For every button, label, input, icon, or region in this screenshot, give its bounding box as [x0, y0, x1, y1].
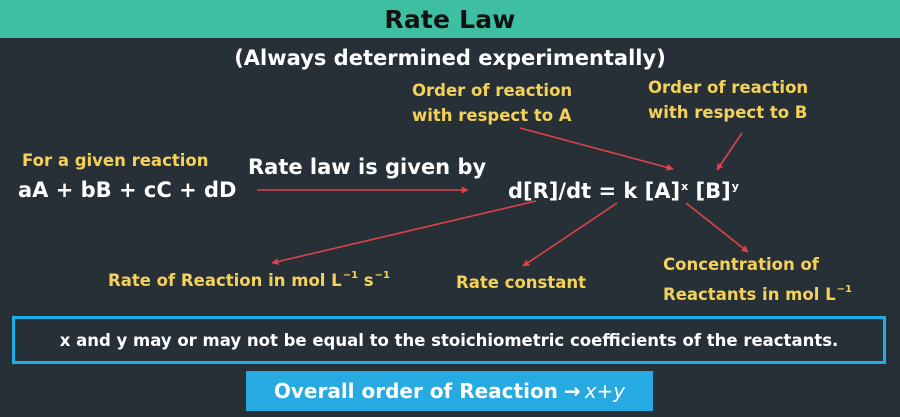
- concentration-annotation: Concentration of Reactants in mol L−1: [663, 252, 852, 307]
- page-title: Rate Law: [384, 4, 516, 34]
- rate-constant-label: Rate constant: [456, 273, 587, 292]
- rate-law-label: Rate law is given by: [248, 155, 487, 179]
- rate-equation: d[R]/dt = k [A]x [B]y: [508, 179, 739, 203]
- right-arrow-icon: →: [563, 379, 581, 403]
- given-reaction-label: For a given reaction: [22, 151, 209, 170]
- arrow-to-exponent-x: [519, 127, 674, 171]
- subtitle: (Always determined experimentally): [234, 46, 666, 70]
- rate-of-reaction-exponent-2: −1: [374, 270, 390, 281]
- order-a-line2: with respect to A: [412, 106, 572, 125]
- exponent-y: y: [731, 179, 739, 193]
- overall-order-label: Overall order of Reaction: [273, 379, 558, 403]
- arrow-to-rate-constant: [522, 202, 618, 267]
- arrow-to-concentration: [685, 202, 749, 253]
- overall-order-value: x+y: [584, 379, 626, 403]
- rate-of-reaction-label: Rate of Reaction in mol L−1 s−1: [108, 263, 390, 293]
- concentration-line2: Reactants in mol L−1: [663, 277, 852, 307]
- equation-lhs: d[R]/dt = k [A]: [508, 179, 681, 203]
- rate-of-reaction-unit-s: s: [358, 271, 374, 290]
- title-bar: Rate Law: [0, 0, 900, 38]
- arrow-to-exponent-y: [716, 132, 743, 171]
- rate-of-reaction-text: Rate of Reaction in mol L: [108, 271, 342, 290]
- note-text: x and y may or may not be equal to the s…: [59, 330, 839, 350]
- overall-order-box: Overall order of Reaction → x+y: [246, 371, 653, 411]
- order-a-line1: Order of reaction: [412, 81, 573, 100]
- exponent-x: x: [681, 179, 689, 193]
- equation-b-term: [B]: [688, 179, 731, 203]
- concentration-exponent: −1: [836, 284, 852, 295]
- order-b-line1: Order of reaction: [648, 78, 809, 97]
- order-b-line2: with respect to B: [648, 103, 808, 122]
- reaction-equation: aA + bB + cC + dD: [18, 178, 237, 202]
- note-box: x and y may or may not be equal to the s…: [12, 316, 886, 364]
- concentration-line1: Concentration of: [663, 255, 819, 274]
- order-a-annotation: Order of reaction with respect to A: [412, 78, 572, 128]
- rate-of-reaction-exponent-1: −1: [342, 270, 359, 281]
- concentration-line2-text: Reactants in mol L: [663, 285, 836, 304]
- arrow-to-rate-of-reaction: [271, 200, 537, 265]
- order-b-annotation: Order of reaction with respect to B: [648, 75, 808, 125]
